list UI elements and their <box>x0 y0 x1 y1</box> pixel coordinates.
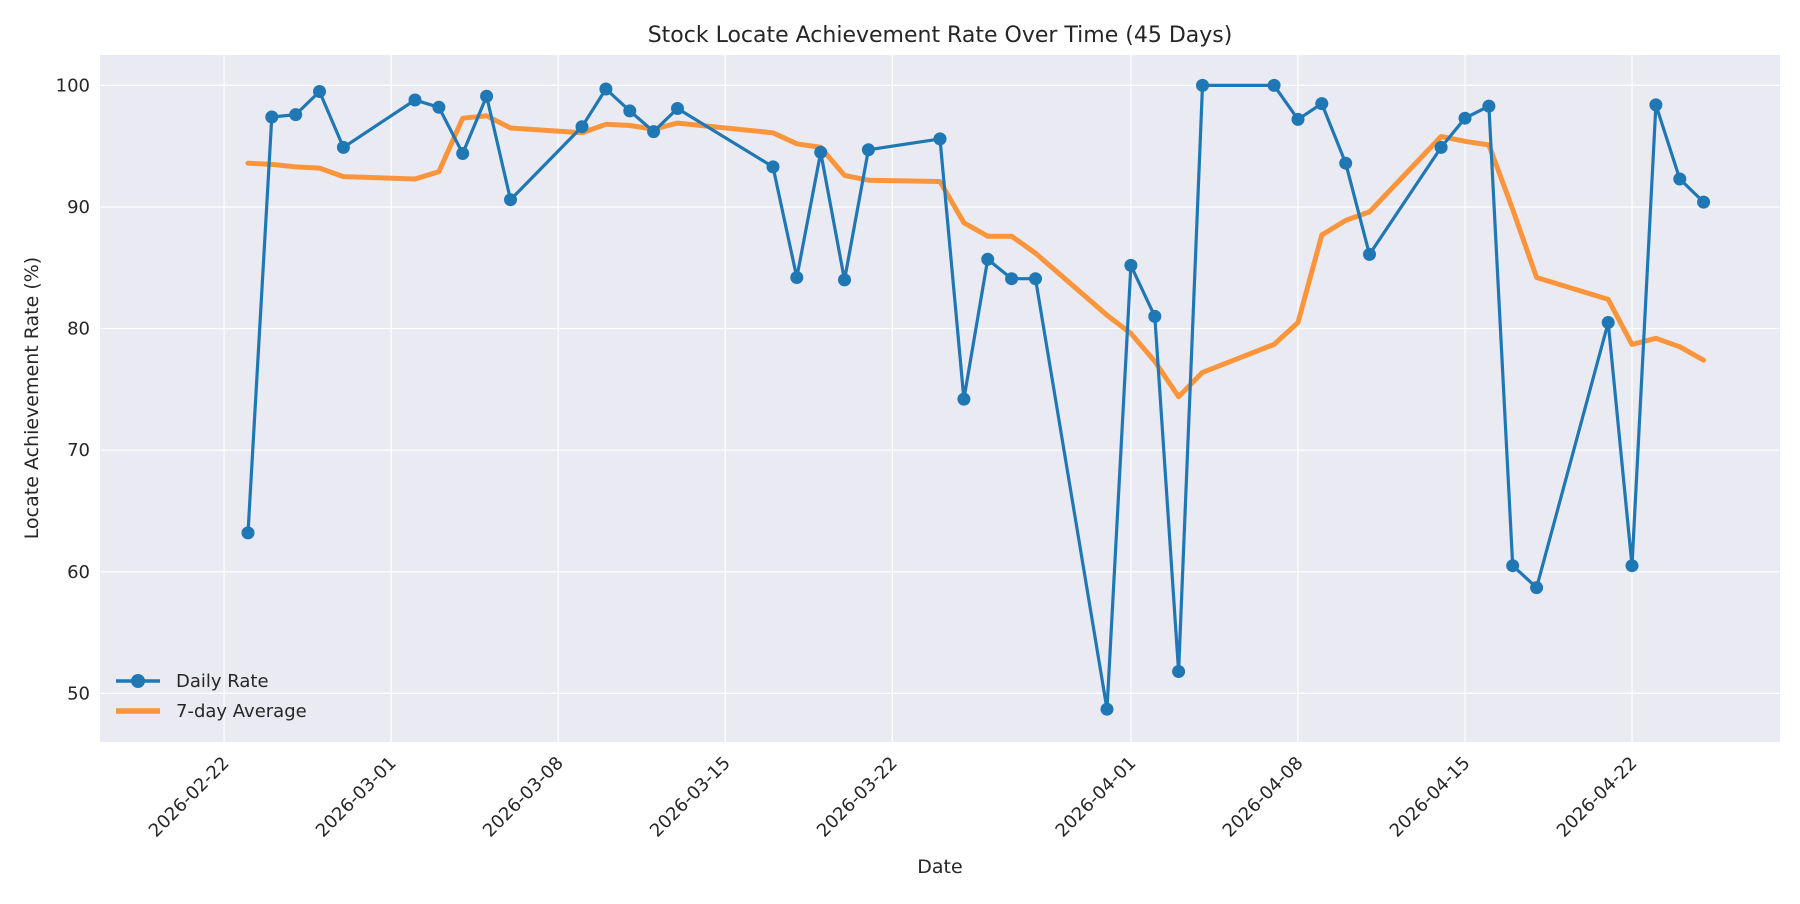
legend: Daily Rate 7-day Average <box>116 671 307 722</box>
series-group <box>241 78 1711 716</box>
data-point-daily-rate <box>1291 112 1305 126</box>
data-point-daily-rate <box>1172 665 1186 678</box>
data-point-daily-rate <box>1005 272 1019 286</box>
data-point-daily-rate <box>766 160 780 174</box>
data-point-daily-rate <box>1625 559 1639 573</box>
x-tick-label: 2026-03-22 <box>813 753 902 842</box>
data-point-daily-rate <box>814 145 828 159</box>
y-axis: 50 60 70 80 90 100 <box>56 75 90 704</box>
data-point-daily-rate <box>933 132 947 146</box>
data-point-daily-rate <box>1196 78 1209 92</box>
y-tick-label: 60 <box>67 562 90 583</box>
data-point-daily-rate <box>432 100 446 114</box>
data-point-daily-rate <box>790 271 804 284</box>
data-point-daily-rate <box>313 85 326 98</box>
data-point-daily-rate <box>1434 140 1448 154</box>
data-point-daily-rate <box>265 110 279 124</box>
data-point-daily-rate <box>241 526 255 540</box>
data-point-daily-rate <box>671 102 684 115</box>
plot-area <box>100 55 1780 742</box>
data-point-daily-rate <box>1458 111 1472 125</box>
y-tick-label: 100 <box>56 75 90 96</box>
data-point-daily-rate <box>1697 195 1711 209</box>
data-point-daily-rate <box>289 108 303 122</box>
data-point-daily-rate <box>1124 258 1138 272</box>
data-point-daily-rate <box>456 147 470 160</box>
data-point-daily-rate <box>1363 247 1376 261</box>
chart-title: Stock Locate Achievement Rate Over Time … <box>648 23 1233 48</box>
data-point-daily-rate <box>575 120 589 134</box>
data-point-daily-rate <box>1649 98 1663 112</box>
data-point-daily-rate <box>1530 581 1544 595</box>
data-point-daily-rate <box>504 193 517 207</box>
x-tick-label: 2026-04-08 <box>1219 753 1308 842</box>
y-tick-label: 80 <box>67 319 90 340</box>
data-point-daily-rate <box>1673 172 1687 186</box>
series-line-7-day-average <box>245 113 1707 400</box>
x-tick-label: 2026-03-08 <box>479 753 568 842</box>
data-point-daily-rate <box>1601 316 1615 329</box>
data-point-daily-rate <box>599 82 613 96</box>
data-point-daily-rate <box>1148 309 1162 323</box>
data-point-daily-rate <box>1100 702 1114 716</box>
data-point-daily-rate <box>981 252 995 266</box>
x-axis: 2026-02-22 2026-03-01 2026-03-08 2026-03-15… <box>145 753 1642 842</box>
data-point-daily-rate <box>480 89 494 103</box>
x-axis-label: Date <box>917 856 962 878</box>
y-tick-label: 70 <box>67 440 90 461</box>
legend-label-daily-rate: Daily Rate <box>176 671 269 692</box>
data-point-daily-rate <box>861 143 875 157</box>
x-tick-label: 2026-04-01 <box>1052 753 1141 842</box>
data-point-daily-rate <box>1029 272 1042 286</box>
data-point-daily-rate <box>1482 99 1496 113</box>
legend-marker-daily-rate <box>131 674 145 688</box>
y-tick-label: 90 <box>67 197 90 218</box>
y-tick-label: 50 <box>67 683 90 704</box>
x-tick-label: 2026-02-22 <box>145 753 234 842</box>
data-point-daily-rate <box>1339 156 1353 170</box>
data-point-daily-rate <box>957 392 971 406</box>
x-tick-label: 2026-04-15 <box>1386 753 1475 842</box>
data-point-daily-rate <box>838 273 851 287</box>
data-point-daily-rate <box>647 125 661 139</box>
data-point-daily-rate <box>408 93 422 107</box>
x-tick-label: 2026-03-01 <box>312 753 401 842</box>
grid <box>100 55 1780 742</box>
data-point-daily-rate <box>336 140 350 154</box>
data-point-daily-rate <box>1506 559 1520 573</box>
x-tick-label: 2026-03-15 <box>646 753 735 842</box>
data-point-daily-rate <box>1315 97 1329 111</box>
y-axis-label: Locate Achievement Rate (%) <box>21 257 43 539</box>
x-tick-label: 2026-04-22 <box>1553 753 1642 842</box>
legend-label-7-day-average: 7-day Average <box>176 701 307 722</box>
data-point-daily-rate <box>1267 78 1281 92</box>
data-point-daily-rate <box>623 104 637 118</box>
